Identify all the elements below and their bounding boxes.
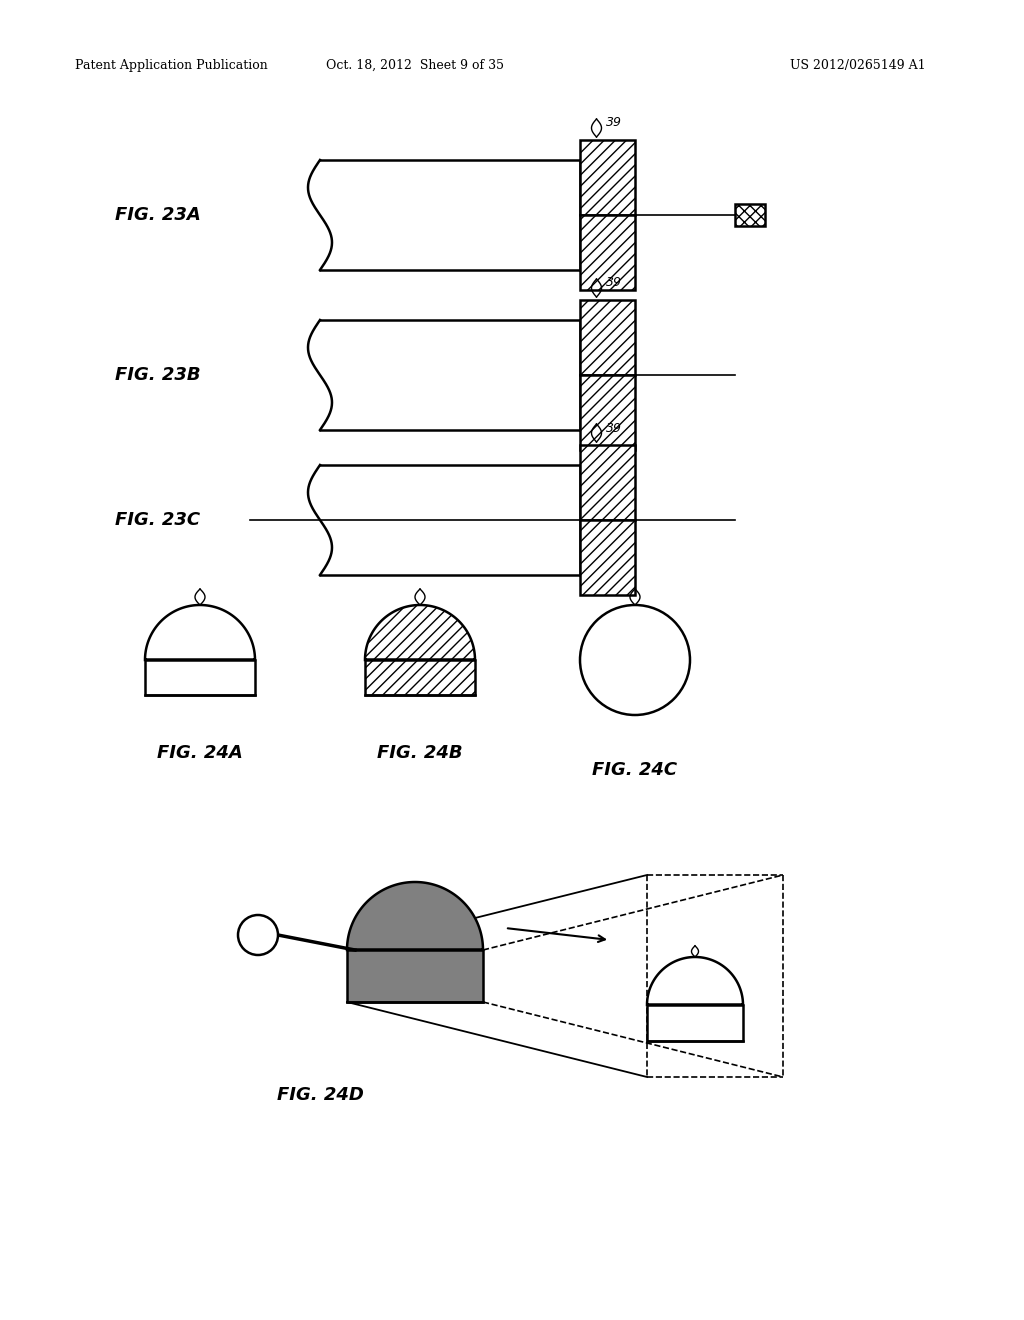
Text: Oct. 18, 2012  Sheet 9 of 35: Oct. 18, 2012 Sheet 9 of 35 [326,58,504,71]
Text: 39: 39 [605,276,622,289]
Polygon shape [145,605,255,660]
Text: 39: 39 [605,116,622,129]
Text: FIG. 23B: FIG. 23B [115,366,201,384]
Text: FIG. 24C: FIG. 24C [593,762,678,779]
Bar [145,660,255,696]
Bar [735,205,765,226]
Text: FIG. 24A: FIG. 24A [157,744,243,762]
Polygon shape [319,319,580,430]
Text: FIG. 24B: FIG. 24B [377,744,463,762]
Text: 39: 39 [605,421,622,434]
Bar [580,445,635,595]
Bar [347,950,483,1002]
Text: Patent Application Publication: Patent Application Publication [75,58,267,71]
Text: FIG. 23A: FIG. 23A [115,206,201,224]
Bar [580,300,635,450]
Bar [647,1005,743,1041]
Text: US 2012/0265149 A1: US 2012/0265149 A1 [790,58,926,71]
Polygon shape [319,160,580,271]
Bar [580,140,635,290]
Polygon shape [365,605,475,660]
Bar [365,660,475,696]
Text: FIG. 23C: FIG. 23C [115,511,200,529]
Text: FIG. 24D: FIG. 24D [276,1086,364,1104]
Polygon shape [347,882,483,950]
Polygon shape [319,465,580,576]
Circle shape [238,915,278,954]
Polygon shape [647,957,743,1005]
